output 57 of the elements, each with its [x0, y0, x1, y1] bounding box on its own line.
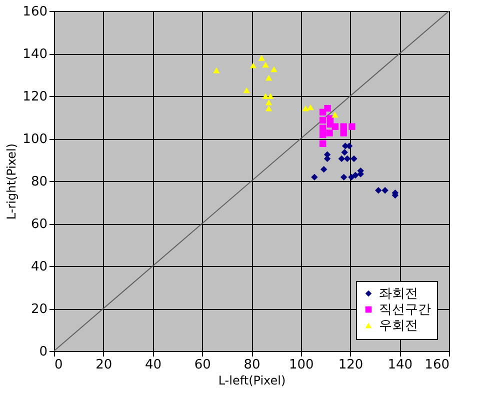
x-axis-title: L-left(Pixel)	[218, 374, 286, 388]
point	[350, 155, 358, 162]
x-tick-label: 160	[424, 358, 450, 372]
point	[258, 55, 265, 61]
point	[319, 108, 326, 116]
point	[270, 66, 278, 72]
point	[302, 105, 309, 112]
point	[338, 155, 345, 162]
point	[243, 87, 250, 94]
x-tick-label: 140	[388, 358, 413, 372]
point	[265, 99, 272, 106]
x-tick-label: 20	[96, 358, 112, 372]
point	[340, 130, 347, 136]
point	[265, 105, 272, 112]
y-tick-label: 60	[30, 217, 48, 232]
point	[307, 104, 314, 110]
legend-label: 좌회전	[379, 286, 418, 302]
point	[319, 131, 326, 138]
x-tick-label: 80	[244, 358, 260, 372]
point	[319, 124, 326, 132]
y-tick-label: 80	[30, 174, 48, 190]
y-tick-label: 20	[30, 302, 48, 317]
point	[265, 74, 272, 81]
point	[262, 62, 269, 68]
y-tick-label: 0	[39, 344, 48, 360]
point	[319, 116, 326, 124]
point	[382, 186, 388, 194]
y-tick-label: 100	[22, 132, 48, 147]
point	[319, 140, 326, 147]
point	[262, 93, 269, 99]
point	[352, 172, 359, 179]
y-tick-label: 140	[22, 47, 48, 62]
point	[340, 123, 347, 130]
legend-label: 직선구간	[379, 302, 431, 318]
y-tick-label: 40	[30, 260, 48, 274]
legend-label: 우회전	[379, 318, 418, 334]
x-tick-label: 0	[54, 358, 63, 372]
x-tick-label: 120	[338, 358, 364, 372]
x-tick-label: 100	[288, 358, 314, 372]
point	[341, 148, 348, 156]
point	[332, 112, 338, 118]
point	[375, 186, 382, 194]
y-tick-label: 120	[22, 90, 48, 104]
point	[311, 174, 318, 181]
y-tick-label: 160	[22, 4, 48, 20]
x-tick-label: 60	[194, 358, 211, 372]
y-axis-title: L-right(Pixel)	[4, 143, 19, 220]
point	[348, 123, 356, 130]
point	[267, 93, 274, 99]
point	[213, 67, 220, 74]
point	[326, 130, 333, 136]
point	[344, 155, 351, 162]
point	[340, 174, 348, 181]
point	[332, 123, 339, 130]
x-tick-label: 40	[144, 358, 162, 372]
point	[250, 62, 257, 68]
point	[320, 166, 328, 173]
